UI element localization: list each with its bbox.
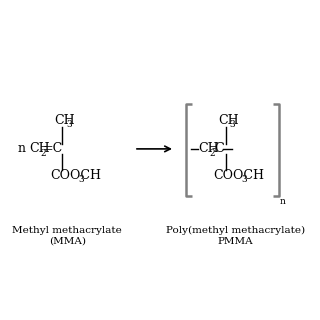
Text: n: n [280, 197, 286, 206]
Text: n: n [17, 142, 25, 156]
Text: CH: CH [55, 114, 75, 127]
Text: COOCH: COOCH [213, 169, 264, 182]
Text: CH: CH [198, 142, 219, 156]
Text: -C: -C [212, 142, 225, 156]
Text: 3: 3 [230, 120, 236, 129]
Text: 2: 2 [41, 148, 46, 157]
Text: 3: 3 [242, 175, 247, 184]
Text: 3: 3 [66, 120, 72, 129]
Text: CH: CH [29, 142, 50, 156]
Text: 2: 2 [210, 148, 215, 157]
Text: COOCH: COOCH [51, 169, 102, 182]
Text: CH: CH [218, 114, 239, 127]
Text: 3: 3 [79, 175, 84, 184]
Text: Poly(methyl methacrylate)
PMMA: Poly(methyl methacrylate) PMMA [166, 226, 305, 246]
Text: Methyl methacrylate
(MMA): Methyl methacrylate (MMA) [12, 227, 122, 246]
Text: =C: =C [43, 142, 63, 156]
